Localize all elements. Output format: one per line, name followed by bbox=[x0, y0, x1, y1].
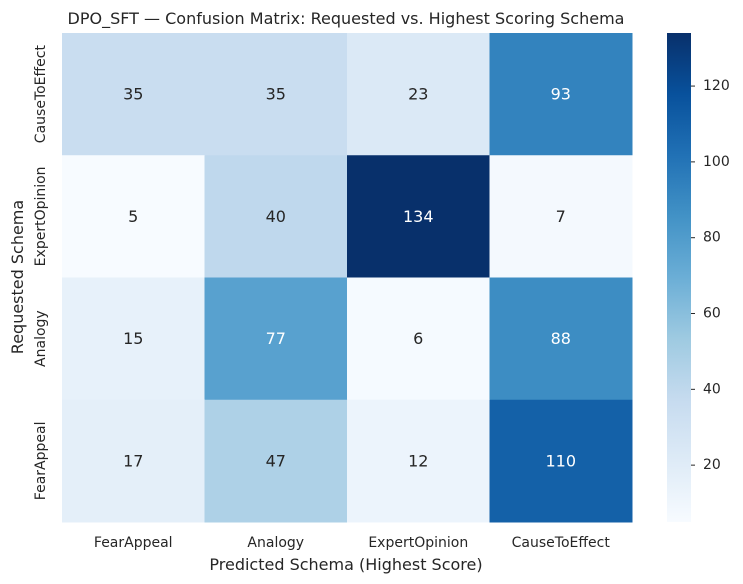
heatmap-cell bbox=[347, 399, 490, 523]
x-tick-label: CauseToEffect bbox=[512, 535, 611, 551]
heatmap-cell bbox=[204, 399, 348, 523]
x-axis-label: Predicted Schema (Highest Score) bbox=[209, 555, 482, 574]
heatmap-cell bbox=[347, 155, 490, 278]
chart-title: DPO_SFT — Confusion Matrix: Requested vs… bbox=[68, 9, 625, 29]
y-axis-label: Requested Schema bbox=[8, 200, 27, 354]
colorbar bbox=[667, 33, 691, 522]
x-tick-label: FearAppeal bbox=[94, 535, 173, 551]
heatmap-cell bbox=[489, 277, 633, 401]
cell-value-label: 110 bbox=[545, 451, 576, 470]
heatmap-cell bbox=[62, 33, 205, 156]
colorbar-tick-label: 60 bbox=[703, 306, 721, 322]
heatmap-cell bbox=[204, 155, 348, 278]
heatmap-cell bbox=[347, 33, 490, 156]
cell-value-label: 6 bbox=[413, 329, 423, 348]
cell-value-label: 15 bbox=[123, 329, 143, 348]
heatmap-cells bbox=[62, 33, 633, 523]
heatmap-cell bbox=[62, 277, 205, 401]
cell-value-label: 35 bbox=[266, 85, 286, 104]
y-tick-label: FearAppeal bbox=[33, 422, 49, 501]
x-tick-label: ExpertOpinion bbox=[368, 535, 468, 551]
x-axis-ticks: FearAppeal Analogy ExpertOpinion CauseToEff… bbox=[94, 535, 610, 551]
heatmap-cell bbox=[204, 277, 348, 401]
heatmap-cell bbox=[489, 399, 633, 523]
cell-value-label: 12 bbox=[408, 451, 428, 470]
cell-value-label: 77 bbox=[266, 329, 286, 348]
cell-value-label: 5 bbox=[128, 207, 138, 226]
y-tick-label: Analogy bbox=[33, 310, 49, 367]
cell-value-label: 47 bbox=[266, 451, 286, 470]
heatmap-cell bbox=[62, 399, 205, 523]
heatmap-cell bbox=[204, 33, 348, 156]
cell-value-label: 88 bbox=[551, 329, 571, 348]
colorbar-tick-label: 100 bbox=[703, 154, 730, 170]
cell-value-label: 23 bbox=[408, 85, 428, 104]
colorbar-tick-label: 80 bbox=[703, 230, 721, 246]
colorbar-tick-label: 120 bbox=[703, 78, 730, 94]
colorbar-ticks: 20 40 60 80 100 120 bbox=[691, 78, 730, 473]
heatmap-cell bbox=[347, 277, 490, 401]
heatmap-cell bbox=[489, 33, 633, 156]
heatmap-cell bbox=[489, 155, 633, 278]
y-tick-label: ExpertOpinion bbox=[33, 166, 49, 266]
y-tick-label: CauseToEffect bbox=[33, 45, 49, 144]
cell-value-label: 17 bbox=[123, 451, 143, 470]
cell-value-label: 7 bbox=[556, 207, 566, 226]
colorbar-tick-label: 40 bbox=[703, 381, 721, 397]
cell-value-label: 40 bbox=[266, 207, 286, 226]
cell-value-label: 93 bbox=[551, 85, 571, 104]
heatmap-cell-labels: 35 35 23 93 5 40 134 7 15 77 6 88 17 47 12 110 bbox=[123, 85, 576, 471]
heatmap-cell bbox=[62, 155, 205, 278]
x-tick-label: Analogy bbox=[247, 535, 304, 551]
colorbar-tick-label: 20 bbox=[703, 457, 721, 473]
cell-value-label: 35 bbox=[123, 85, 143, 104]
y-axis-ticks: CauseToEffect ExpertOpinion Analogy FearApp… bbox=[33, 45, 49, 501]
cell-value-label: 134 bbox=[403, 207, 434, 226]
